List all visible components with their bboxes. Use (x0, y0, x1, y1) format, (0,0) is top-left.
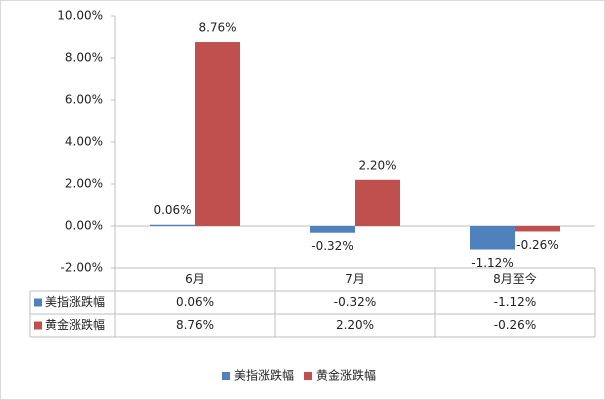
bar (515, 226, 560, 232)
legend-swatch (222, 372, 230, 380)
bar (470, 226, 515, 250)
bar (310, 226, 355, 233)
legend-label: 黄金涨跌幅 (316, 368, 376, 383)
data-label: 0.06% (153, 203, 191, 217)
y-tick-label: 10.00% (57, 9, 103, 23)
y-tick-label: -2.00% (61, 261, 103, 275)
table-cell: 8.76% (176, 318, 214, 332)
data-label: -0.32% (311, 239, 353, 253)
y-tick-label: 6.00% (65, 93, 103, 107)
table-cell: -1.12% (494, 295, 536, 309)
table-row-header: 黄金涨跌幅 (45, 317, 105, 332)
data-label: -0.26% (516, 238, 558, 252)
table-cell: 0.06% (176, 295, 214, 309)
table-row-header: 美指涨跌幅 (45, 294, 105, 309)
table-key (34, 321, 42, 330)
table-header: 8月至今 (493, 271, 537, 286)
legend-label: 美指涨跌幅 (234, 368, 294, 383)
table-cell: 2.20% (336, 318, 374, 332)
table-header: 7月 (345, 272, 365, 286)
table-header: 6月 (185, 272, 205, 286)
legend-swatch (304, 372, 313, 380)
bar (150, 224, 195, 226)
data-label: 2.20% (358, 158, 396, 172)
data-label: 8.76% (198, 21, 236, 35)
table-key (34, 298, 42, 307)
bar (355, 179, 400, 226)
y-tick-label: 4.00% (65, 135, 103, 149)
y-tick-label: 8.00% (65, 51, 103, 65)
table-cell: -0.32% (334, 295, 376, 309)
y-tick-label: 0.00% (65, 219, 103, 233)
data-label: -1.12% (471, 256, 513, 270)
table-cell: -0.26% (494, 318, 536, 332)
bar (195, 42, 240, 226)
y-tick-label: 2.00% (65, 177, 103, 191)
